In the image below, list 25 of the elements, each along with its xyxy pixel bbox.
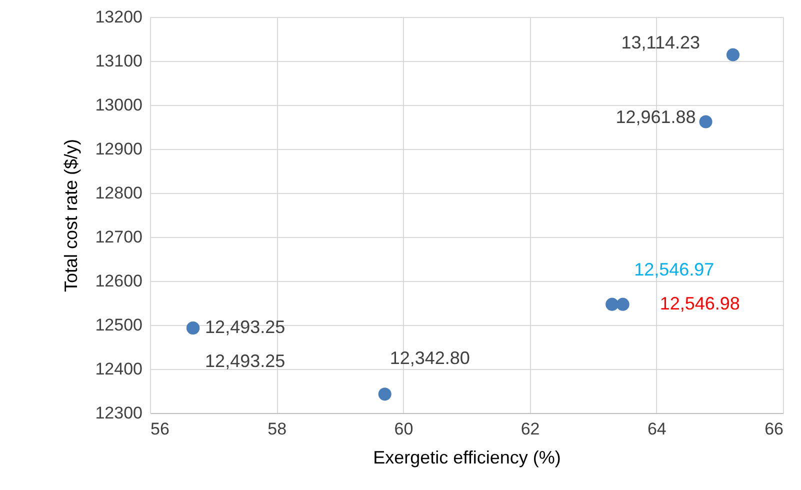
y-tick-label: 12800	[95, 184, 142, 202]
data-label: 12,493.25	[205, 350, 286, 371]
x-tick-label: 66	[764, 420, 784, 438]
data-label: 12,342.80	[390, 348, 470, 368]
data-label: 13,114.23	[621, 32, 700, 53]
x-tick-label: 58	[268, 420, 287, 438]
y-axis-title: Total cost rate ($/y)	[61, 138, 82, 292]
x-tick-label: 56	[150, 420, 170, 438]
data-label: 12,961.88	[616, 106, 696, 127]
x-tick-label: 62	[520, 420, 540, 438]
y-tick-label: 12500	[95, 316, 142, 334]
x-tick-label: 64	[647, 420, 666, 438]
data-label: 12,546.97	[634, 259, 714, 280]
x-tick-label: 60	[394, 420, 414, 438]
data-label: 12,493.25	[205, 316, 286, 337]
y-tick-label: 13100	[95, 52, 142, 70]
y-tick-label: 12600	[95, 272, 142, 290]
y-tick-label: 12400	[95, 360, 142, 378]
y-tick-label: 13200	[95, 8, 142, 26]
y-tick-label: 13000	[95, 96, 142, 114]
y-tick-label: 12700	[95, 228, 142, 246]
y-tick-label: 12300	[95, 404, 142, 422]
x-axis-title: Exergetic efficiency (%)	[373, 448, 561, 468]
y-tick-label: 12900	[95, 140, 142, 158]
data-label: 12,546.98	[660, 293, 740, 314]
